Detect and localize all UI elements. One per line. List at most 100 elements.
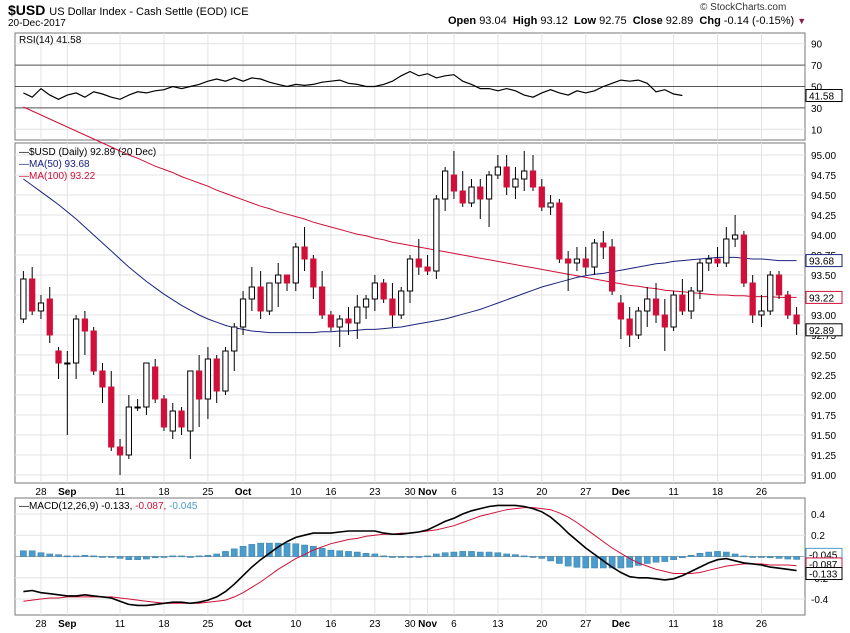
x-tick-label: 23 <box>369 619 381 630</box>
candle <box>644 287 651 327</box>
candle <box>512 167 519 199</box>
candle-body <box>661 314 668 328</box>
candle <box>169 403 176 439</box>
candle-body <box>406 258 414 292</box>
candle <box>187 370 194 459</box>
macd-hist-bar <box>520 555 528 558</box>
candle <box>152 359 159 403</box>
candle-body <box>160 398 168 428</box>
candle-body <box>29 278 36 312</box>
x-tick-label: Oct <box>235 487 252 498</box>
candle-body <box>55 350 62 364</box>
macd-hist-bar <box>582 556 590 569</box>
y-tick-label: 93.50 <box>811 271 836 282</box>
y-tick-label: 50 <box>811 83 823 94</box>
candle-body <box>362 298 370 308</box>
candle <box>125 395 132 459</box>
macd-hist-bar <box>661 556 669 562</box>
y-tick-label: 91.25 <box>811 451 836 462</box>
candle <box>784 291 791 319</box>
candle-body <box>99 370 106 388</box>
candle <box>635 307 642 339</box>
y-tick-label: 94.00 <box>811 231 836 242</box>
y-tick-label: -0.4 <box>811 595 829 606</box>
candle-body <box>46 298 53 336</box>
macd-hist-bar <box>107 556 115 558</box>
candle-body <box>398 290 405 316</box>
macd-hist-bar <box>766 556 774 559</box>
macd-hist-bar <box>213 553 221 557</box>
macd-hist-bar <box>468 551 475 557</box>
candle <box>731 215 739 247</box>
close-label: Close <box>632 15 663 27</box>
macd-hist-bar <box>547 556 554 562</box>
candle-body <box>477 186 484 200</box>
candle <box>406 255 414 303</box>
candle-body <box>222 350 229 392</box>
macd-hist-bar <box>283 542 291 557</box>
candle-body <box>266 282 273 312</box>
candle <box>327 311 335 331</box>
symbol-description: US Dollar Index - Cash Settle (EOD) ICE <box>49 6 249 18</box>
candle-body <box>459 190 466 204</box>
candle-body <box>512 178 519 188</box>
y-tick-label: 94.25 <box>811 211 836 222</box>
x-tick-label: Nov <box>418 619 437 630</box>
x-tick-label: 18 <box>712 487 724 498</box>
y-tick-label: 93.00 <box>811 311 836 322</box>
candle-body <box>283 274 291 284</box>
macd-hist-bar <box>336 550 344 557</box>
candle-body <box>257 286 264 312</box>
candle-body <box>213 358 220 392</box>
candle <box>740 231 748 287</box>
candle-body <box>784 294 791 316</box>
candle <box>248 267 255 311</box>
x-tick-label: 11 <box>668 619 679 630</box>
candle-body <box>371 282 378 300</box>
y-tick-label: 91.50 <box>811 431 836 442</box>
candle <box>573 247 581 271</box>
x-tick-label: 18 <box>158 619 170 630</box>
candle <box>767 271 774 315</box>
macd-hist-bar <box>90 555 98 558</box>
macd-hist-bar <box>529 556 537 558</box>
macd-hist-bar <box>397 556 405 558</box>
candle <box>442 167 449 211</box>
x-tick-label: 18 <box>712 619 724 630</box>
candle <box>318 271 326 319</box>
candle <box>275 263 282 307</box>
macd-hist-bar <box>362 553 370 557</box>
candle <box>72 315 80 379</box>
candle <box>661 299 668 351</box>
candle-body <box>301 246 308 260</box>
macd-hist-bar <box>99 556 106 558</box>
candle <box>301 227 308 271</box>
candle-body <box>433 198 440 272</box>
candle <box>99 363 106 403</box>
x-tick-label: 30 <box>404 487 416 498</box>
candle <box>108 371 115 451</box>
macd-hist-bar <box>731 553 739 557</box>
candle <box>503 155 510 195</box>
macd-last-value-bg <box>805 567 843 581</box>
macd-hist-bar <box>722 551 730 557</box>
macd-hist-bar <box>643 556 651 564</box>
candle <box>582 247 589 275</box>
macd-legend-name: —MACD(12,26,9) <box>19 501 101 512</box>
macd-hist-bar <box>160 556 168 558</box>
y-tick-label: 10 <box>811 125 823 136</box>
macd-hist-bar <box>125 556 133 560</box>
macd-hist-bar <box>239 546 247 557</box>
x-tick-label: 6 <box>451 487 457 498</box>
x-tick-label: 26 <box>756 487 768 498</box>
candle <box>688 287 695 319</box>
y-tick-label: 94.50 <box>811 191 836 202</box>
candle-body <box>573 258 581 264</box>
x-tick-label: 13 <box>492 619 504 630</box>
macd-hist-bar <box>591 556 598 569</box>
open-value: 93.04 <box>479 15 507 27</box>
candle-body <box>108 386 115 448</box>
macd-hist-bar <box>28 550 36 557</box>
candle-body <box>450 174 458 192</box>
candle-body <box>529 170 537 188</box>
